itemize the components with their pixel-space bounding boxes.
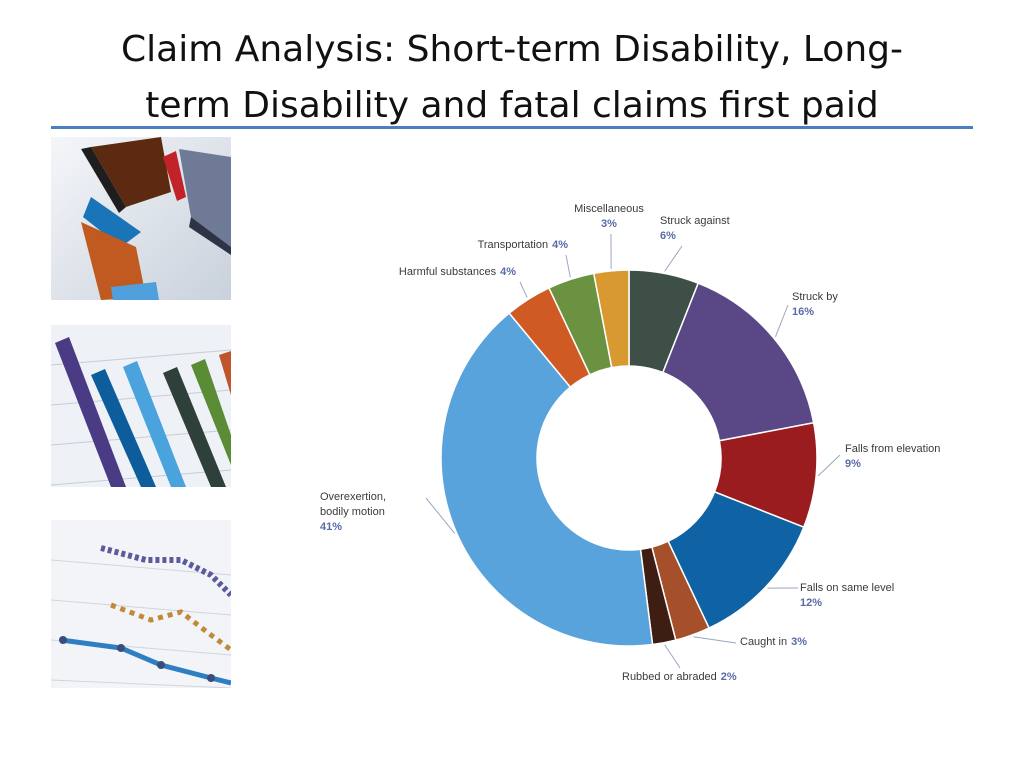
slice-overexertion-bodily-motion (440, 312, 654, 647)
label-percent: 9% (845, 458, 861, 470)
label-text: Harmful substances (399, 266, 497, 278)
label-text: bodily motion (320, 506, 385, 518)
label-percent: 3% (791, 636, 807, 648)
title-divider (51, 126, 973, 129)
leader-line-transportation (565, 254, 571, 278)
label-falls-on-same-level: Falls on same level 12% (800, 582, 894, 609)
label-text: Overexertion, (320, 491, 386, 503)
label-percent: 16% (792, 306, 814, 318)
label-overexertion-bodily-motion: Overexertion, bodily motion 41% (320, 491, 386, 533)
slide-title: Claim Analysis: Short-term Disability, L… (40, 22, 984, 134)
leader-line-struck-by (774, 304, 789, 338)
label-percent: 6% (660, 230, 676, 242)
label-text: Struck by (792, 291, 838, 303)
leader-line-struck-against (664, 245, 683, 272)
leader-line-rubbed-or-abraded (664, 644, 681, 669)
leader-line-overexertion-bodily-motion (425, 497, 456, 534)
label-percent: 3% (601, 218, 617, 230)
label-transportation: Transportation 4% (478, 239, 569, 251)
label-miscellaneous: Miscellaneous 3% (574, 203, 644, 230)
line-chart-thumbnail (51, 520, 231, 688)
label-rubbed-or-abraded: Rubbed or abraded 2% (622, 671, 737, 683)
label-struck-against: Struck against 6% (660, 215, 730, 242)
label-falls-from-elevation: Falls from elevation 9% (845, 443, 940, 470)
slice-miscellaneous (592, 269, 630, 369)
label-text: Falls on same level (800, 582, 894, 594)
label-text: Rubbed or abraded (622, 671, 717, 683)
slice-struck-by (661, 282, 815, 442)
label-percent: 41% (320, 521, 342, 533)
label-percent: 2% (721, 671, 737, 683)
donut-chart-thumbnail (51, 137, 231, 300)
leader-line-caught-in (693, 636, 737, 644)
slide-title-line-1: Claim Analysis: Short-term Disability, L… (121, 29, 903, 70)
leader-line-harmful-substances (519, 281, 528, 298)
label-text: Falls from elevation (845, 443, 940, 455)
label-caught-in: Caught in 3% (740, 636, 807, 648)
label-percent: 4% (500, 266, 516, 278)
leader-line-falls-from-elevation (817, 454, 841, 477)
label-text: Transportation (478, 239, 549, 251)
label-harmful-substances: Harmful substances 4% (399, 266, 516, 278)
bar-chart-thumbnail (51, 325, 231, 487)
label-text: Struck against (660, 215, 730, 227)
label-text: Miscellaneous (574, 203, 644, 215)
label-struck-by: Struck by 16% (792, 291, 838, 318)
label-percent: 4% (552, 239, 568, 251)
slide-title-line-2: term Disability and fatal claims first p… (145, 85, 879, 126)
label-text: Caught in (740, 636, 787, 648)
label-percent: 12% (800, 597, 822, 609)
